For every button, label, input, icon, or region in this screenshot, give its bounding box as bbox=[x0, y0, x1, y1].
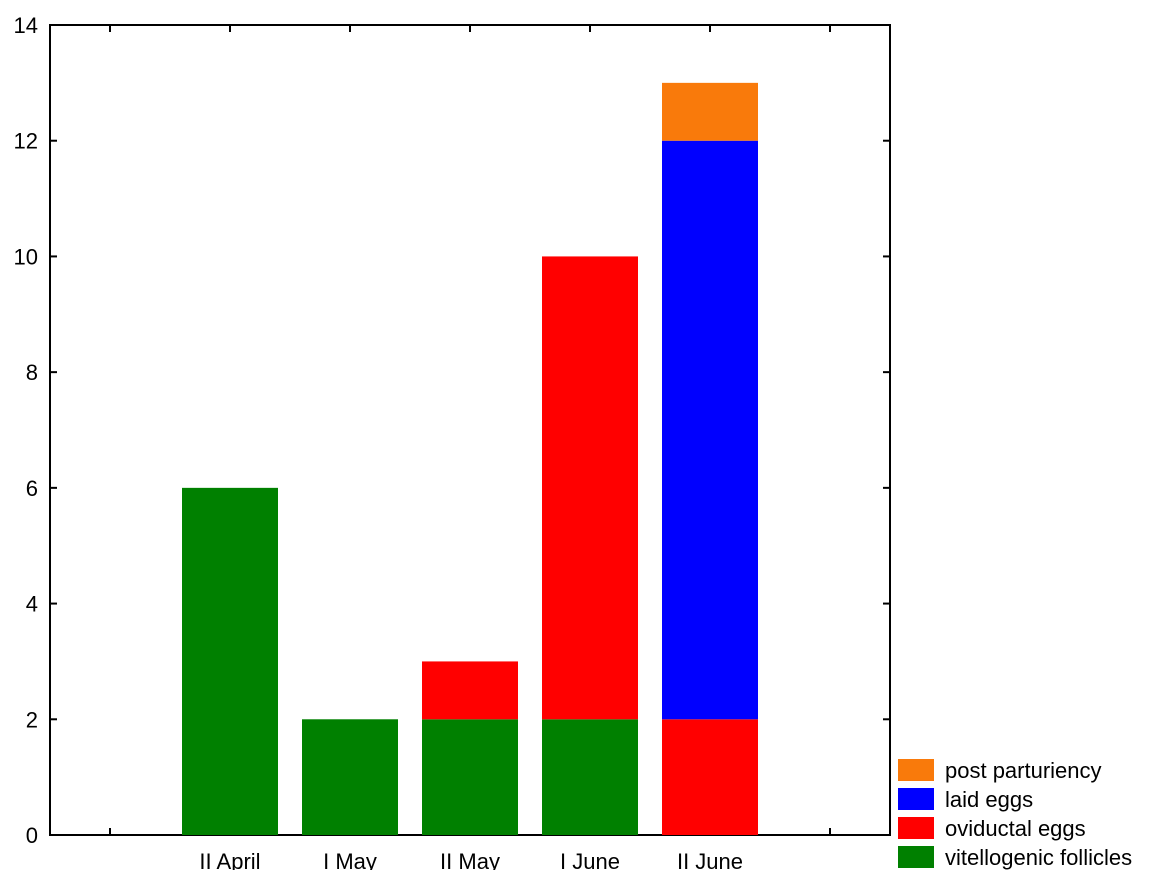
bars bbox=[182, 82, 758, 835]
legend-label: laid eggs bbox=[945, 787, 1033, 812]
bar-segment bbox=[302, 719, 398, 835]
x-tick-label: II June bbox=[677, 849, 743, 870]
legend-swatch bbox=[898, 788, 934, 810]
x-tick-label: II May bbox=[440, 849, 500, 870]
legend-swatch bbox=[898, 759, 934, 781]
legend-label: vitellogenic follicles bbox=[945, 845, 1132, 870]
y-tick-label: 10 bbox=[14, 244, 38, 269]
y-axis: 0 2 4 6 8 10 12 14 bbox=[14, 13, 890, 848]
y-tick-label: 8 bbox=[26, 360, 38, 385]
bar-segment bbox=[662, 719, 758, 835]
x-tick-label: I May bbox=[323, 849, 377, 870]
bar-segment bbox=[542, 256, 638, 720]
bar-segment bbox=[662, 140, 758, 720]
x-tick-label: I June bbox=[560, 849, 620, 870]
y-tick-label: 4 bbox=[26, 592, 38, 617]
y-tick-label: 2 bbox=[26, 707, 38, 732]
bar-segment bbox=[542, 719, 638, 835]
bar-segment bbox=[422, 661, 518, 720]
legend-label: oviductal eggs bbox=[945, 816, 1086, 841]
y-tick-label: 0 bbox=[26, 823, 38, 848]
y-tick-label: 6 bbox=[26, 476, 38, 501]
y-tick-label: 14 bbox=[14, 13, 38, 38]
legend: post parturiency laid eggs oviductal eggs v… bbox=[898, 758, 1132, 870]
y-tick-label: 12 bbox=[14, 129, 38, 154]
bar-segment bbox=[422, 719, 518, 835]
x-tick-label: II April bbox=[199, 849, 260, 870]
legend-label: post parturiency bbox=[945, 758, 1102, 783]
legend-swatch bbox=[898, 817, 934, 839]
bar-segment bbox=[182, 487, 278, 835]
legend-swatch bbox=[898, 846, 934, 868]
bar-segment bbox=[662, 82, 758, 141]
x-axis: II April I May II May I June II June bbox=[109, 25, 831, 870]
